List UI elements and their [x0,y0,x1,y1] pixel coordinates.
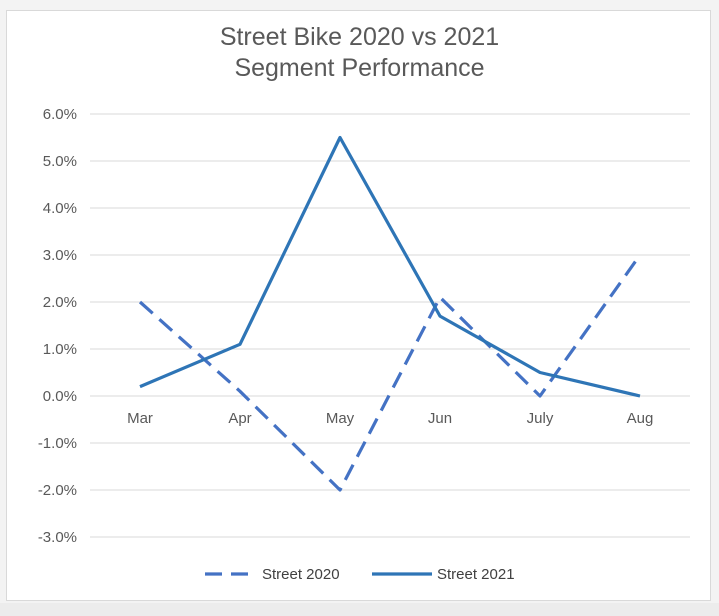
chart-title-line-1: Street Bike 2020 vs 2021 [219,23,500,51]
chart-card [6,10,711,601]
legend-label: Street 2020 [262,566,340,583]
chart-title: Street Bike 2020 vs 2021 Segment Perform… [0,22,719,84]
series-line [138,254,642,492]
y-tick-label: 5.0% [43,153,77,170]
y-tick-label: -1.0% [38,435,77,452]
y-tick-label: 3.0% [43,247,77,264]
y-tick-label: 0.0% [43,388,77,405]
x-tick-label: Jun [428,410,452,427]
y-tick-label: -3.0% [38,529,77,546]
y-tick-label: 1.0% [43,341,77,358]
page-bottom-edge [0,603,719,616]
series-line [139,135,641,398]
y-tick-label: 2.0% [43,294,77,311]
x-tick-label: May [326,410,355,427]
y-tick-label: 4.0% [43,200,77,217]
legend-label: Street 2021 [437,566,515,583]
y-tick-label: -2.0% [38,482,77,499]
chart-title-line-2: Segment Performance [234,54,485,82]
x-tick-label: Aug [627,410,654,427]
x-tick-label: Mar [127,410,153,427]
x-tick-label: Apr [228,410,251,427]
y-tick-label: 6.0% [43,106,77,123]
x-tick-label: July [527,410,554,427]
